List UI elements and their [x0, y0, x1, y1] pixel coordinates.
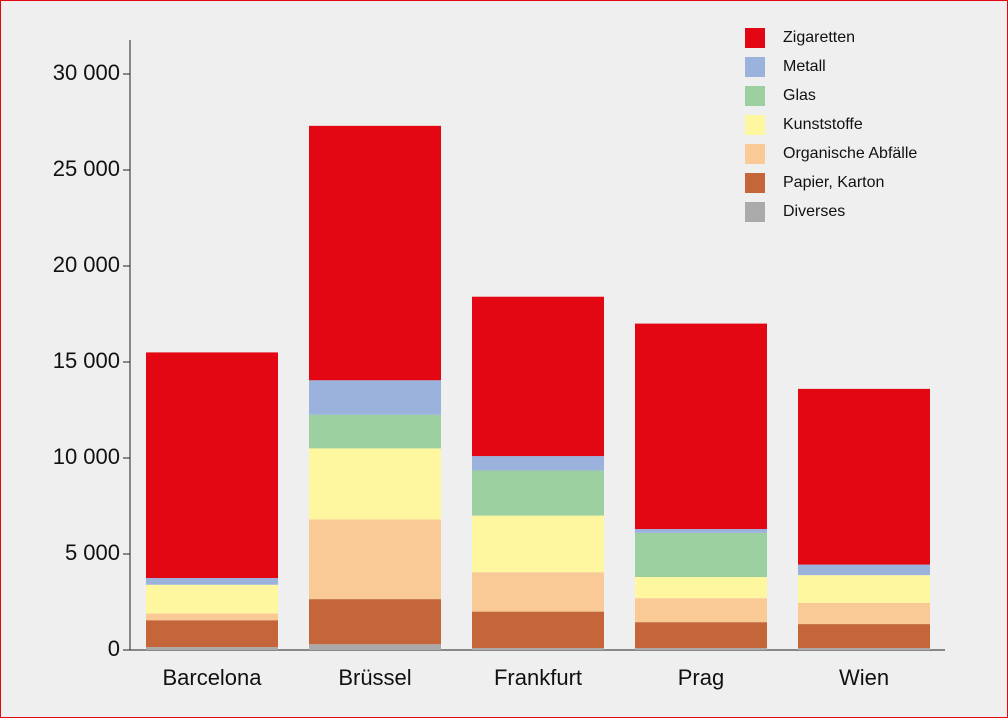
bar-segment [472, 470, 604, 516]
legend-label: Glas [783, 87, 816, 104]
legend-swatch [745, 144, 765, 164]
bar-segment [309, 599, 441, 645]
bar-segment [472, 296, 604, 457]
x-tick-label: Prag [678, 665, 724, 690]
x-tick-label: Wien [839, 665, 889, 690]
bar-segment [472, 515, 604, 573]
legend-label: Kunststoffe [783, 116, 863, 133]
bar-segment [146, 613, 278, 621]
bar-segment [146, 578, 278, 585]
bar-segment [146, 647, 278, 650]
y-tick-label: 15 000 [53, 348, 120, 373]
bar-segment [635, 529, 767, 533]
legend-label: Metall [783, 58, 826, 75]
bar-segment [635, 323, 767, 530]
y-tick-label: 0 [108, 636, 120, 661]
bar-segment [798, 575, 930, 603]
bar-segment [798, 602, 930, 625]
legend-swatch [745, 115, 765, 135]
legend-swatch [745, 86, 765, 106]
bar-segment [146, 620, 278, 648]
bar-segment [309, 380, 441, 415]
bar-segment [309, 448, 441, 520]
legend-swatch [745, 202, 765, 222]
legend-swatch [745, 28, 765, 48]
bar-segment [635, 622, 767, 649]
bar-segment [309, 644, 441, 650]
bar-segment [635, 598, 767, 623]
y-tick-label: 5 000 [65, 540, 120, 565]
bar-segment [146, 584, 278, 614]
legend-label: Diverses [783, 203, 845, 220]
bar-segment [309, 519, 441, 600]
legend-label: Organische Abfälle [783, 145, 917, 162]
legend-label: Papier, Karton [783, 174, 884, 191]
bar-segment [635, 577, 767, 599]
legend-swatch [745, 57, 765, 77]
y-tick-label: 25 000 [53, 156, 120, 181]
bar-segment [472, 648, 604, 650]
y-tick-label: 30 000 [53, 60, 120, 85]
bar-segment [472, 572, 604, 612]
y-tick-label: 20 000 [53, 252, 120, 277]
x-tick-label: Frankfurt [494, 665, 582, 690]
y-tick-label: 10 000 [53, 444, 120, 469]
bar-segment [798, 388, 930, 565]
legend-label: Zigaretten [783, 29, 855, 46]
bar-segment [309, 414, 441, 449]
bar-segment [798, 624, 930, 649]
bar-segment [309, 125, 441, 381]
legend-swatch [745, 173, 765, 193]
bar-segment [472, 456, 604, 471]
bar-segment [635, 648, 767, 650]
x-tick-label: Brüssel [338, 665, 411, 690]
bar-segment [635, 532, 767, 578]
bar-segment [798, 564, 930, 576]
bar-segment [472, 611, 604, 649]
bar-segment [798, 648, 930, 650]
bar-segment [146, 352, 278, 578]
x-tick-label: Barcelona [162, 665, 262, 690]
